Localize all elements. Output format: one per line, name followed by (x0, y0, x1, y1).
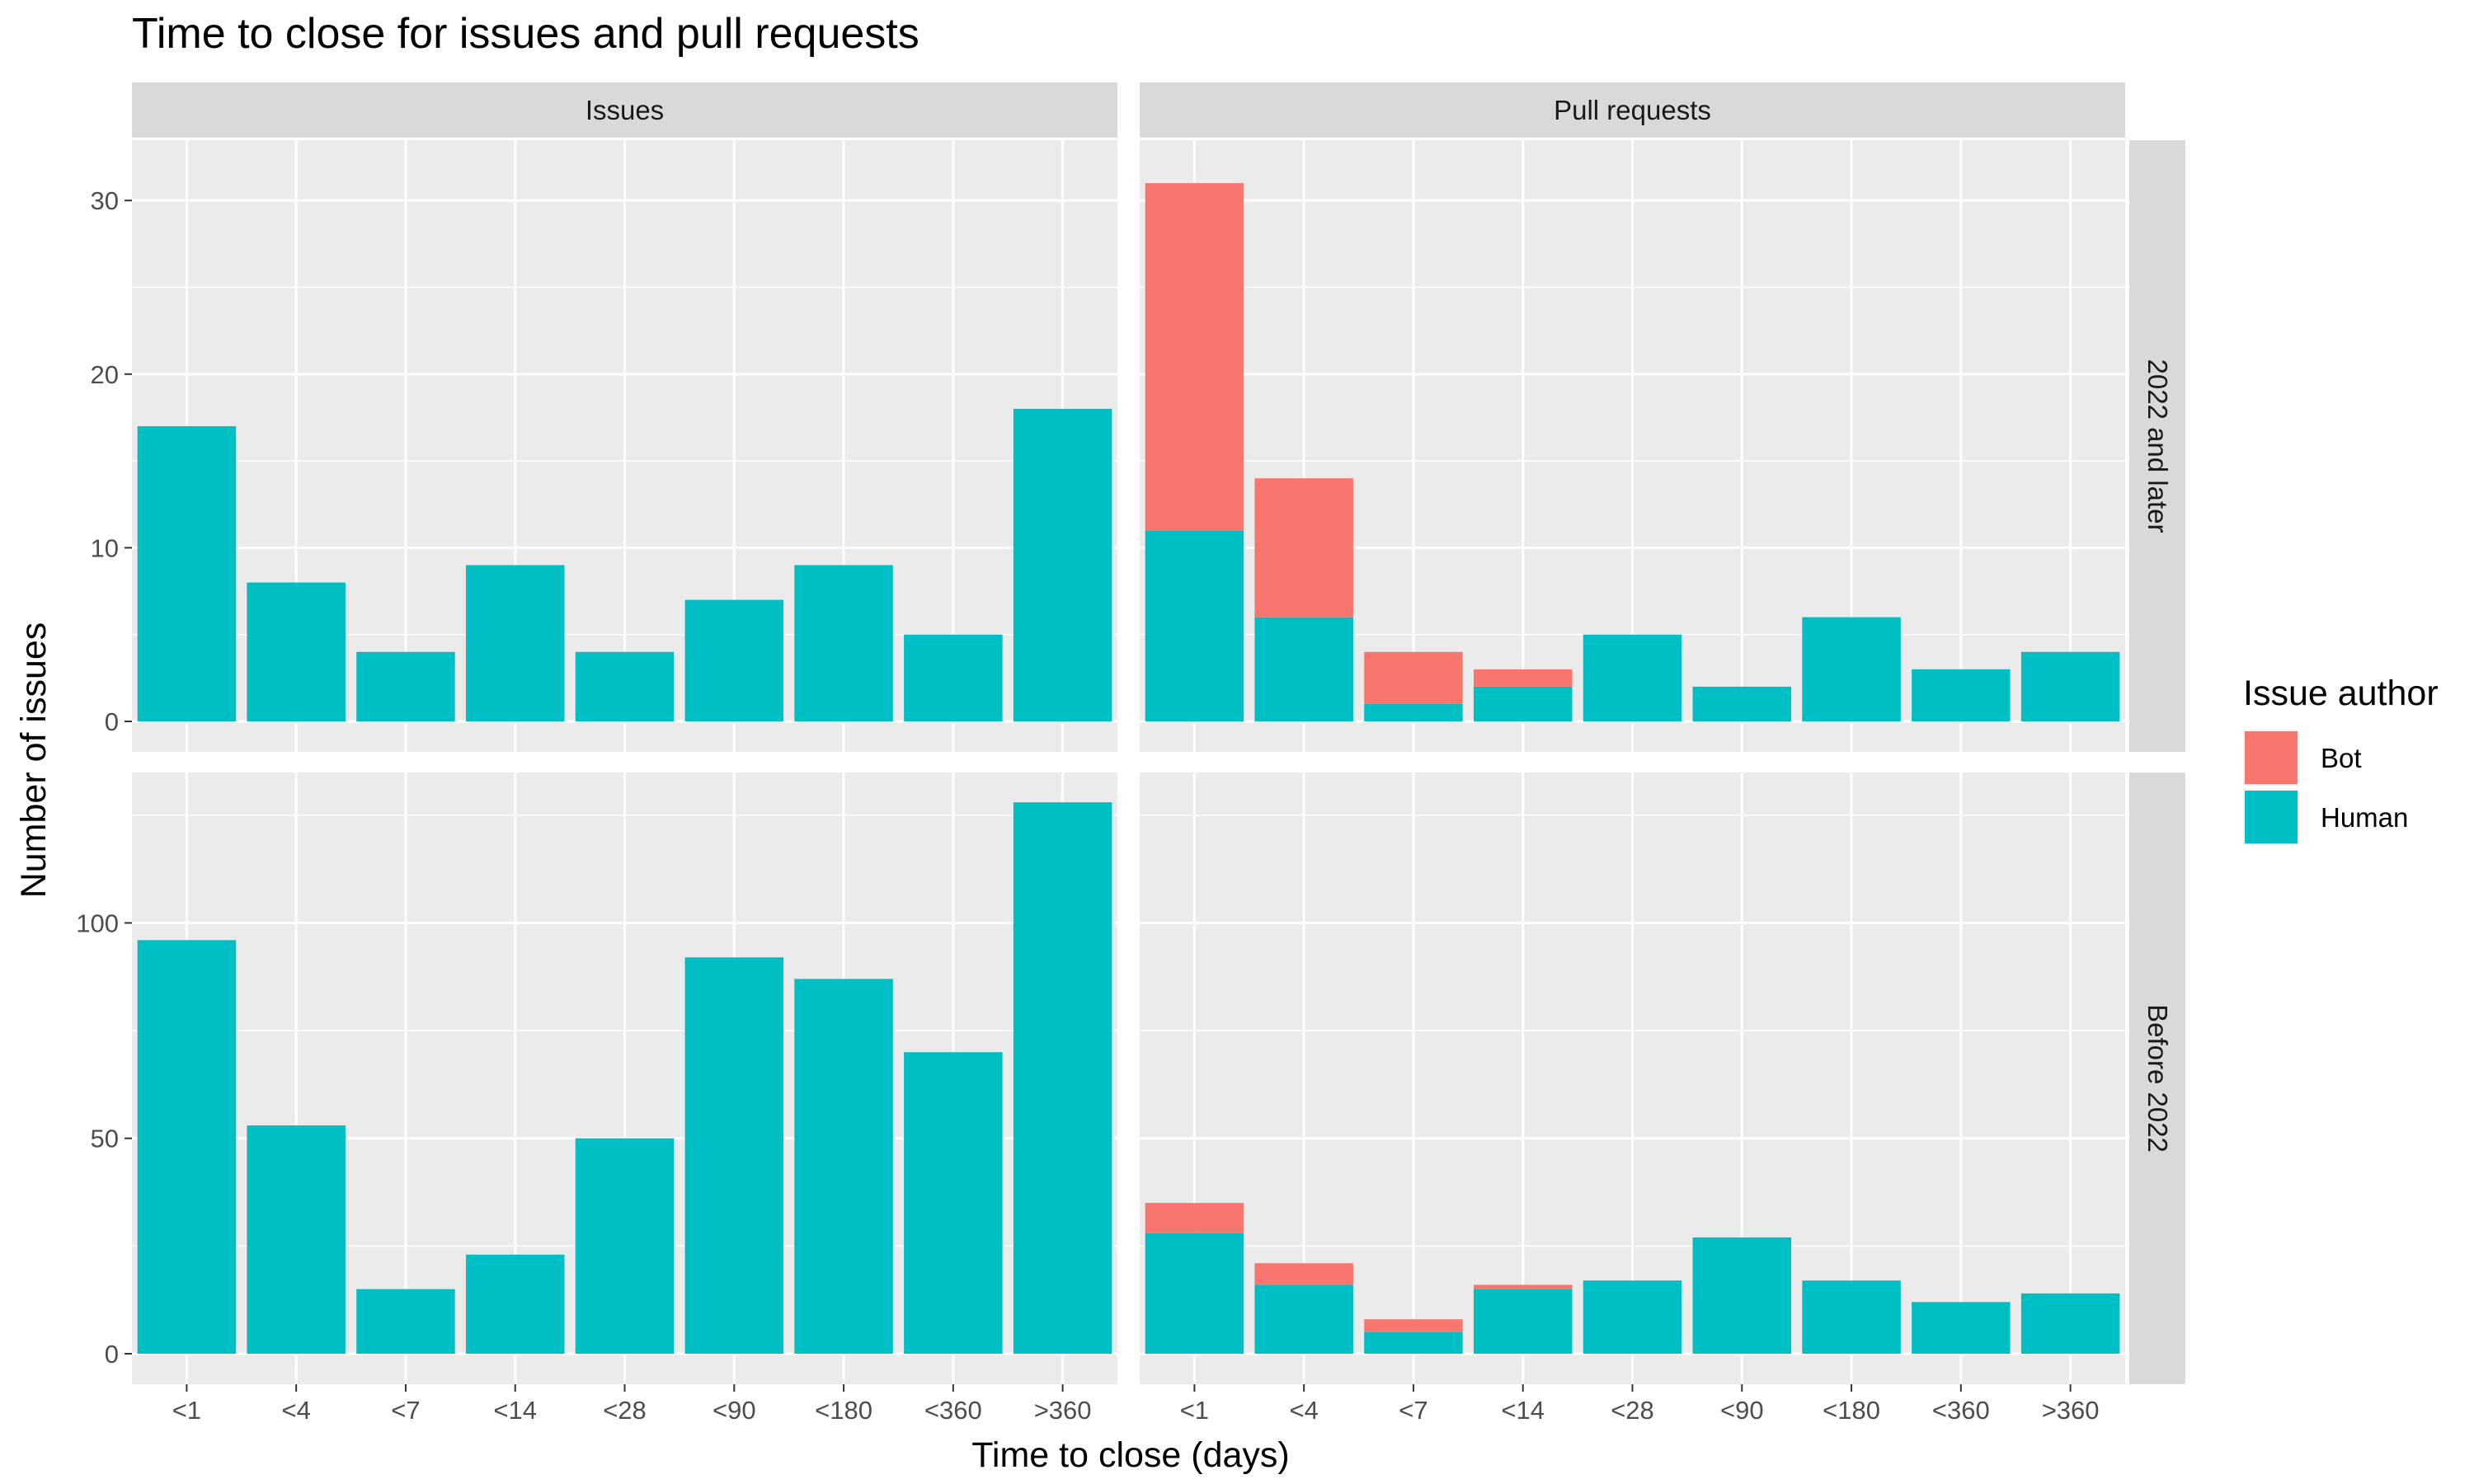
bar-bot-lt-14 (1473, 669, 1573, 687)
facet-strip-pull-requests (1140, 82, 2125, 138)
x-axis-title: Time to close (days) (971, 1435, 1290, 1475)
bar-human-lt-7 (356, 651, 455, 721)
bar-human-lt-1 (137, 425, 237, 721)
panel-issues-before-2022: 0 50 100 <1 <4 <7 <14 <28 <90 <180 <360 >360 (76, 773, 1117, 1425)
bar-human-lt-14 (465, 1254, 565, 1354)
facet-strip-2022-and-later (2129, 140, 2185, 752)
panel-pull-requests-2022-and-later (1140, 140, 2125, 752)
bar-human-lt-360 (904, 634, 1003, 721)
facet-strip-label-issues: Issues (586, 95, 664, 125)
bar-human-lt-7 (356, 1289, 455, 1354)
y-tick-label: 50 (91, 1125, 119, 1153)
y-tick-label: 0 (105, 707, 119, 736)
bar-human-lt-28 (575, 1138, 675, 1354)
bar-human-lt-90 (684, 599, 784, 721)
x-tick-label-gt-360: >360 (1034, 1396, 1092, 1425)
bar-human-lt-14 (1473, 686, 1573, 721)
x-tick-label-lt-7: <7 (1399, 1396, 1427, 1425)
bar-human-lt-180 (1802, 1280, 1901, 1354)
legend-title: Issue author (2243, 674, 2439, 713)
facet-panels: Issues Pull requests 2022 and later Before … (76, 82, 2185, 1425)
x-tick-label-lt-90: <90 (713, 1396, 756, 1425)
chart-title: Time to close for issues and pull reques… (132, 10, 920, 58)
facet-strip-label-2022-and-later: 2022 and later (2142, 359, 2173, 533)
bar-human-lt-1 (1145, 530, 1244, 721)
x-tick-label-lt-14: <14 (1501, 1396, 1545, 1425)
x-tick-label-lt-7: <7 (391, 1396, 420, 1425)
panel-issues-2022-and-later: 0 10 20 30 (91, 140, 1117, 752)
bar-human-lt-4 (247, 1125, 346, 1354)
bar-bot-lt-14 (1473, 1284, 1573, 1289)
bar-human-lt-7 (1364, 1331, 1463, 1354)
bar-human-gt-360 (1013, 802, 1112, 1354)
bar-bot-lt-4 (1254, 478, 1353, 618)
x-tick-label-lt-360: <360 (924, 1396, 982, 1425)
bar-human-lt-360 (1912, 669, 2011, 721)
facet-strip-issues (132, 82, 1117, 138)
bar-human-lt-14 (1473, 1289, 1573, 1354)
x-tick-label-lt-90: <90 (1720, 1396, 1764, 1425)
bar-human-lt-28 (1583, 634, 1682, 721)
facet-strip-before-2022 (2129, 773, 2185, 1384)
bar-human-gt-360 (2020, 651, 2120, 721)
legend-label-human: Human (2321, 802, 2408, 833)
bar-human-lt-360 (904, 1052, 1003, 1354)
bar-human-lt-28 (575, 651, 675, 721)
bar-bot-lt-7 (1364, 1319, 1463, 1332)
x-tick-label-lt-14: <14 (493, 1396, 537, 1425)
bar-bot-lt-7 (1364, 651, 1463, 704)
bar-human-lt-180 (794, 565, 893, 721)
x-tick-label-lt-1: <1 (1180, 1396, 1209, 1425)
bar-human-lt-360 (1912, 1302, 2011, 1354)
legend-swatch-human (2245, 791, 2298, 843)
y-axis-title: Number of issues (14, 622, 54, 899)
bar-human-lt-4 (1254, 617, 1353, 721)
bar-human-lt-28 (1583, 1280, 1682, 1354)
bar-human-lt-14 (465, 565, 565, 721)
x-tick-label-lt-4: <4 (281, 1396, 310, 1425)
bar-human-lt-4 (247, 582, 346, 721)
y-tick-label: 100 (76, 909, 119, 937)
x-tick-label-lt-4: <4 (1289, 1396, 1318, 1425)
panel-pull-requests-before-2022: <1 <4 <7 <14 <28 <90 <180 <360 >360 (1140, 773, 2125, 1425)
bar-human-lt-90 (1692, 686, 1792, 721)
facet-strip-label-pull-requests: Pull requests (1554, 95, 1711, 125)
bar-human-gt-360 (2020, 1293, 2120, 1354)
y-tick-label: 0 (105, 1340, 119, 1369)
bar-human-lt-180 (1802, 617, 1901, 721)
bar-human-lt-4 (1254, 1284, 1353, 1354)
x-tick-label-lt-180: <180 (815, 1396, 872, 1425)
x-tick-label-lt-180: <180 (1823, 1396, 1880, 1425)
bar-human-lt-7 (1364, 703, 1463, 721)
x-tick-label-lt-28: <28 (1611, 1396, 1654, 1425)
x-tick-label-gt-360: >360 (2042, 1396, 2100, 1425)
bar-human-lt-1 (1145, 1233, 1244, 1354)
legend-swatch-bot (2245, 731, 2298, 784)
x-tick-label-lt-1: <1 (172, 1396, 201, 1425)
bar-human-gt-360 (1013, 408, 1112, 721)
x-tick-label-lt-360: <360 (1932, 1396, 1990, 1425)
legend-label-bot: Bot (2321, 743, 2362, 773)
facet-strip-label-before-2022: Before 2022 (2142, 1004, 2173, 1153)
legend: Issue author Bot Human (2243, 674, 2439, 845)
x-tick-label-lt-28: <28 (603, 1396, 647, 1425)
bar-human-lt-1 (137, 940, 237, 1354)
y-tick-label: 20 (91, 360, 119, 389)
bar-bot-lt-4 (1254, 1263, 1353, 1285)
bar-bot-lt-1 (1145, 183, 1244, 531)
bar-human-lt-90 (684, 957, 784, 1354)
bar-bot-lt-1 (1145, 1203, 1244, 1233)
bar-human-lt-180 (794, 979, 893, 1354)
bar-human-lt-90 (1692, 1237, 1792, 1354)
y-tick-label: 10 (91, 533, 119, 562)
y-tick-label: 30 (91, 186, 119, 215)
